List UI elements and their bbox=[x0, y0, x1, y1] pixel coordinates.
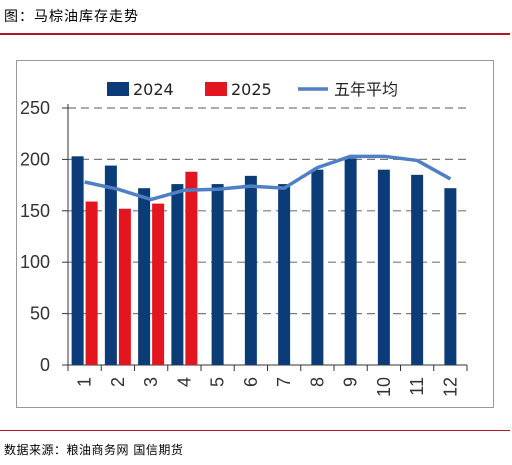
legend-swatch-2024 bbox=[107, 82, 129, 96]
y-tick-label: 0 bbox=[40, 355, 50, 375]
bar-2025-3 bbox=[152, 203, 165, 365]
x-tick-label: 4 bbox=[174, 377, 194, 387]
x-tick-label: 5 bbox=[208, 377, 228, 387]
line-五年平均 bbox=[84, 154, 452, 202]
bar-2024-10 bbox=[377, 169, 390, 365]
x-tick-label: 3 bbox=[141, 377, 161, 387]
bar-2024-12 bbox=[444, 188, 457, 365]
source-note: 数据来源：粮油商务网 国信期货 bbox=[4, 443, 184, 457]
y-tick-label: 200 bbox=[20, 149, 50, 169]
bar-2025-4 bbox=[185, 171, 198, 365]
y-tick-label: 150 bbox=[20, 201, 50, 221]
x-tick-label: 9 bbox=[341, 377, 361, 387]
chart-frame bbox=[16, 60, 494, 408]
legend-label: 2024 bbox=[133, 80, 174, 99]
avg-line bbox=[84, 154, 452, 202]
bar-2025-1 bbox=[85, 201, 98, 365]
y-tick-label: 250 bbox=[20, 98, 50, 118]
x-tick-label: 12 bbox=[440, 377, 460, 397]
legend: 2024 2025 五年平均 bbox=[107, 80, 398, 99]
y-tick-label: 50 bbox=[30, 304, 50, 324]
bar-2024-9 bbox=[344, 158, 357, 365]
x-tick-label: 6 bbox=[241, 377, 261, 387]
bar-2024-8 bbox=[311, 169, 324, 365]
top-rule bbox=[0, 33, 510, 35]
y-tick-label: 100 bbox=[20, 252, 50, 272]
legend-swatch-2025 bbox=[205, 82, 227, 96]
bar-2025-2 bbox=[118, 208, 131, 365]
x-axis: 1 2 3 4 5 6 7 8 9 10 11 12 bbox=[67, 364, 468, 397]
gridlines bbox=[68, 107, 467, 315]
bottom-rule bbox=[0, 430, 510, 431]
x-tick-label: 11 bbox=[407, 377, 427, 396]
x-tick-label: 7 bbox=[274, 377, 294, 387]
figure-title: 图：马棕油库存走势 bbox=[4, 9, 139, 25]
bar-2024-1 bbox=[71, 156, 84, 365]
bar-2024-4 bbox=[171, 184, 184, 365]
y-axis: 0 50 100 150 200 250 bbox=[20, 98, 69, 375]
bar-2024-3 bbox=[138, 188, 151, 365]
bar-2024-2 bbox=[104, 165, 117, 365]
bar-2024-7 bbox=[278, 184, 291, 365]
legend-label: 2025 bbox=[231, 80, 272, 99]
x-tick-label: 2 bbox=[108, 377, 128, 387]
legend-label: 五年平均 bbox=[334, 80, 398, 99]
bars bbox=[71, 156, 457, 365]
x-tick-label: 8 bbox=[307, 377, 327, 387]
x-tick-label: 1 bbox=[75, 377, 95, 387]
bar-2024-11 bbox=[411, 174, 424, 365]
bar-2024-5 bbox=[211, 184, 224, 365]
bar-2024-6 bbox=[244, 175, 257, 365]
x-tick-label: 10 bbox=[374, 377, 394, 397]
